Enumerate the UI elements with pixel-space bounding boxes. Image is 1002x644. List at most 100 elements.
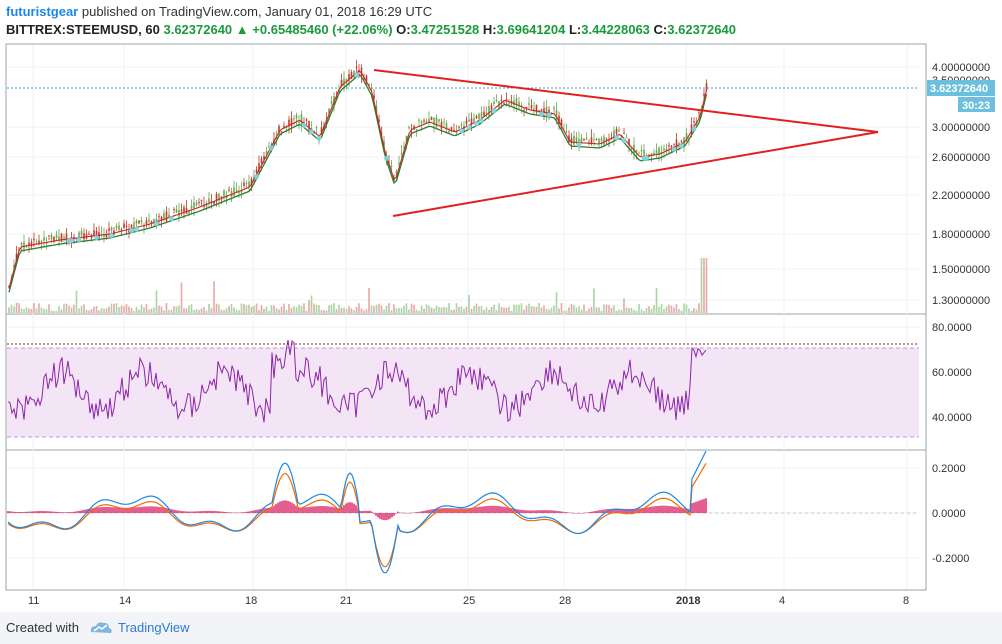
tradingview-brand[interactable]: TradingView <box>118 620 190 635</box>
publish-line: futuristgear published on TradingView.co… <box>6 4 432 19</box>
candle-body <box>125 225 128 228</box>
candle-body <box>555 109 558 120</box>
macd-hist-bar <box>269 507 271 513</box>
macd-hist-bar <box>239 512 241 514</box>
macd-hist-bar <box>309 506 311 513</box>
macd-histogram <box>7 498 707 521</box>
candle-body <box>543 108 545 113</box>
macd-hist-bar <box>61 512 63 513</box>
volume-bar <box>633 309 635 313</box>
volume-bar <box>323 310 325 313</box>
volume-bar <box>428 305 430 313</box>
candle-body <box>613 130 615 140</box>
macd-pane[interactable] <box>5 449 927 591</box>
volume-bar <box>203 306 205 313</box>
symbol-label[interactable]: BITTREX:STEEMUSD, 60 <box>6 22 160 37</box>
volume-bar <box>330 304 333 313</box>
macd-hist-bar <box>345 503 347 513</box>
macd-hist-bar <box>89 508 91 513</box>
macd-hist-bar <box>47 511 49 513</box>
volume-bar <box>240 303 243 313</box>
volume-bar <box>430 307 433 313</box>
macd-hist-bar <box>369 510 371 513</box>
volume-bar <box>333 303 335 313</box>
candle-body <box>673 143 675 145</box>
price-pane[interactable] <box>5 43 927 315</box>
macd-hist-bar <box>177 510 179 513</box>
volume-bar <box>518 304 520 313</box>
macd-hist-bar <box>197 511 199 513</box>
macd-hist-bar <box>673 506 675 513</box>
macd-hist-bar <box>587 512 589 513</box>
macd-hist-bar <box>403 512 405 514</box>
volume-bar <box>170 309 173 313</box>
macd-hist-bar <box>545 510 547 513</box>
candle-body <box>190 205 193 209</box>
volume-bar <box>298 304 300 313</box>
volume-bar <box>453 309 455 313</box>
macd-hist-bar <box>347 502 349 513</box>
volume-bar <box>420 305 423 313</box>
time-axis[interactable]: 11 14 18 21 25 28 2018 4 8 <box>6 589 926 607</box>
triangle-lower-line[interactable] <box>392 131 879 217</box>
volume-bar <box>348 306 350 313</box>
triangle-pattern[interactable] <box>373 69 879 217</box>
macd-hist-bar <box>97 507 99 513</box>
author-link[interactable]: futuristgear <box>6 4 79 19</box>
candle-body <box>148 219 150 222</box>
macd-hist-bar <box>121 507 123 513</box>
chart-canvas[interactable]: 4.00000000 3.00000000 2.60000000 2.20000… <box>0 0 1002 612</box>
candle-body <box>680 141 683 143</box>
candle-body <box>150 221 153 225</box>
macd-hist-bar <box>193 511 195 513</box>
volume-bar <box>70 307 73 313</box>
candle-body <box>403 146 405 148</box>
macd-hist-bar <box>149 506 151 513</box>
macd-hist-bar <box>431 509 433 513</box>
price-axis[interactable]: 4.00000000 3.00000000 2.60000000 2.20000… <box>927 62 995 307</box>
macd-hist-bar <box>535 510 537 513</box>
volume-bar <box>398 307 400 313</box>
macd-hist-bar <box>187 511 189 513</box>
macd-hist-bar <box>461 508 463 513</box>
macd-hist-bar <box>437 508 439 513</box>
macd-tick-label: 0.2000 <box>932 463 966 475</box>
macd-hist-bar <box>665 505 667 513</box>
macd-hist-bar <box>257 509 259 513</box>
volume-bar <box>605 304 608 313</box>
volume-bar <box>395 308 398 313</box>
macd-hist-bar <box>661 505 663 513</box>
volume-bar <box>530 306 533 313</box>
macd-hist-bar <box>349 502 351 513</box>
candle-body <box>603 136 605 145</box>
candle-body <box>130 224 133 228</box>
volume-bar <box>440 307 443 313</box>
tradingview-logo-icon[interactable] <box>88 617 114 637</box>
candle-body <box>213 201 215 205</box>
candle-body <box>178 210 180 217</box>
published-text: published on TradingView.com, January 01… <box>81 4 433 19</box>
macd-hist-bar <box>395 513 397 514</box>
triangle-upper-line[interactable] <box>373 69 879 133</box>
volume-bar <box>253 306 255 313</box>
rsi-tick-label: 60.0000 <box>932 367 972 379</box>
countdown-tag <box>958 97 995 112</box>
macd-hist-bar <box>77 511 79 513</box>
volume-bar <box>370 305 373 313</box>
candle-body <box>80 230 83 236</box>
candle-body <box>428 118 430 123</box>
macd-axis[interactable]: 0.2000 0.0000 -0.2000 <box>932 463 969 565</box>
macd-hist-bar <box>529 510 531 513</box>
volume-bar <box>383 309 385 313</box>
macd-hist-bar <box>379 513 381 519</box>
candle-body <box>250 178 253 186</box>
volume-bar <box>465 306 468 313</box>
macd-hist-bar <box>595 510 597 513</box>
macd-hist-bar <box>331 506 333 513</box>
macd-hist-bar <box>499 506 501 513</box>
macd-hist-bar <box>631 508 633 513</box>
macd-hist-bar <box>267 507 269 513</box>
candle-body <box>373 95 375 99</box>
rsi-axis[interactable]: 80.0000 60.0000 40.0000 <box>932 322 972 424</box>
volume-bar <box>130 308 133 313</box>
